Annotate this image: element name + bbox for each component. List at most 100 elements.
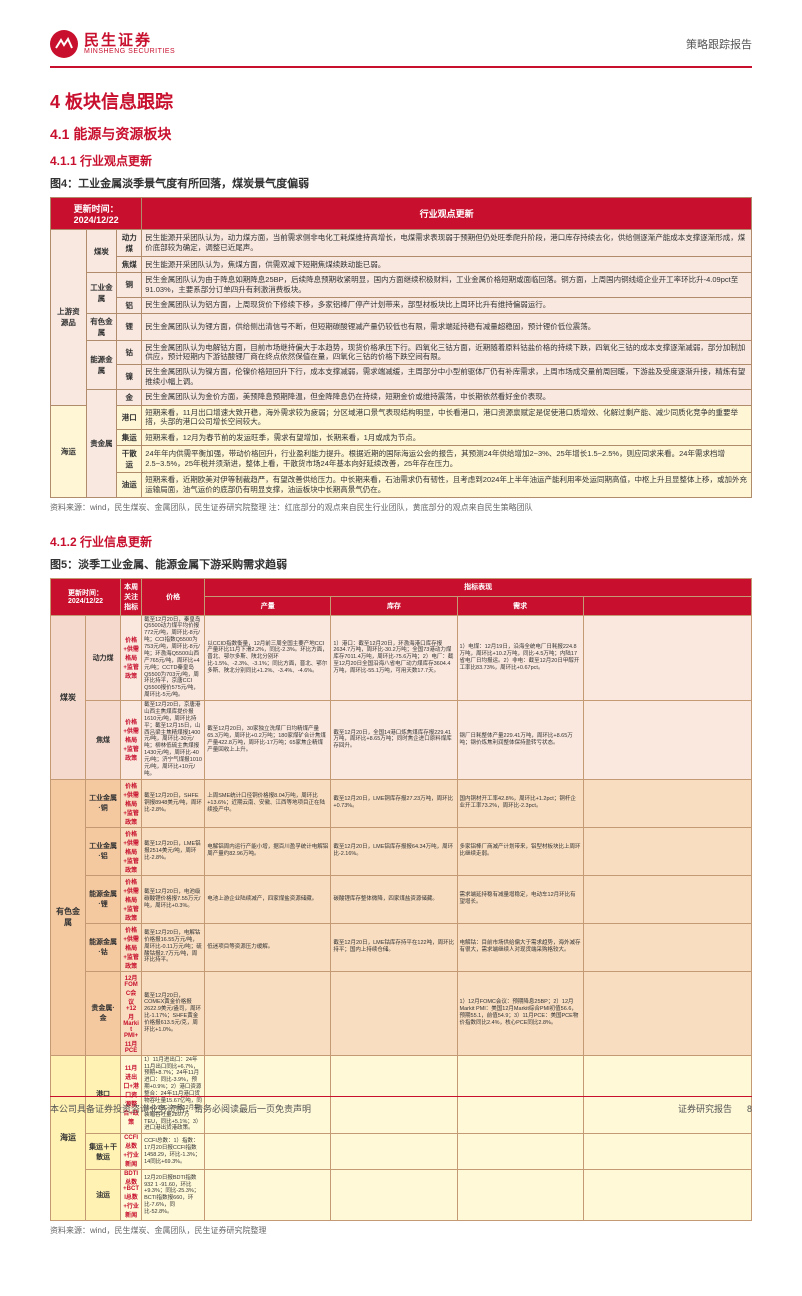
- table4-keyword: 钴: [117, 340, 142, 365]
- table5-cell: [331, 1134, 457, 1170]
- table5-subcategory: 工业金属·铝: [86, 827, 121, 875]
- table5-cell: [457, 1170, 583, 1221]
- table5-row: 集运＋干散运CCFI总数+行业新闻CCFI总数：1）指数：17月20日报CCFI…: [51, 1134, 752, 1170]
- table5-cell: 截至12月20日，秦皇岛Q5500动力煤平均价报772元/吨，周环比-8元/吨；…: [142, 615, 205, 701]
- table5-category: 煤炭: [51, 615, 86, 779]
- logo: 民生证券 MINSHENG SECURITIES: [50, 30, 175, 58]
- table5-cell: 截至12月20日，LME铝报2514美元/吨，周环比-2.8%。: [142, 827, 205, 875]
- table5-cell: 截至12月20日，LME铜库存报27.23万吨，周环比+0.73%。: [331, 779, 457, 827]
- table5-cell: 低迷项目等资源压力缓解。: [205, 923, 331, 971]
- table4-keyword: 铝: [117, 297, 142, 313]
- table4-row: 工业金属铜民生金属团队认为由于降息如期降息25BP，后续降息预期收紧明显，国内方…: [51, 273, 752, 298]
- table5-cell: 电解钴：目前市场供给偏大于需求趋势，海外减存有很大，需求端继续人对现货端采购格较…: [457, 923, 583, 971]
- table4-row: 焦煤民生能源开采团队认为，焦煤方面，供需双减下短期焦煤续跌动能已弱。: [51, 257, 752, 273]
- figure-5-table: 更新时间：2024/12/22本周关注指标价格指标表现产量库存需求煤炭动力煤价格…: [50, 578, 752, 1222]
- table5-cell: [583, 875, 751, 923]
- table4-subcategory: 贵金属: [86, 389, 116, 497]
- table5-category: 海运: [51, 1055, 86, 1221]
- table5-cell: 钢厂日耗整体产量229.41万吨，周环比+8.65万吨；钢价炼焦利润整体保持盈转…: [457, 701, 583, 780]
- table5-cell: 1）港口：截至12月20日，环渤海港口库存报2634.7万吨，周环比-30.2万…: [331, 615, 457, 701]
- table5-cell: 截至12月20日，30家独立洗煤厂日均精煤产量65.3万吨，周环比+0.2万吨；…: [205, 701, 331, 780]
- table4-desc: 短期来看，12月为春节前的发运旺季，需求有望增加，长期来看，1月或成为节点。: [142, 430, 752, 446]
- page-number: 8: [747, 1104, 752, 1114]
- table5-cell: 1）12月FOMC会议：预期降息25BP；2）12月Markit PMI：美国1…: [457, 971, 583, 1055]
- table5-cell: 国内铜材开工率42.8%，周环比+1.2pct；铜杆企业开工率73.2%，周环比…: [457, 779, 583, 827]
- table5-category: 有色金属: [51, 779, 86, 1055]
- table5-subcategory: 能源金属·锂: [86, 875, 121, 923]
- table5-subhdr: 库存: [331, 597, 457, 616]
- footer-disclaimer: 本公司具备证券投资咨询业务资格，请务必阅读最后一页免责声明: [50, 1102, 311, 1115]
- table5-subcategory: 工业金属·铜: [86, 779, 121, 827]
- table5-cell: [331, 1170, 457, 1221]
- table5-cell: 以CCID指数衡量，12月前三周全国主要产地CCI产量环比11月下滑2.2%，同…: [205, 615, 331, 701]
- table4-category: 上游资源品: [51, 230, 87, 406]
- table5-subhdr: 产量: [205, 597, 331, 616]
- table5-cell: [457, 1055, 583, 1134]
- figure-4-table: 更新时间：2024/12/22行业观点更新上游资源品煤炭动力煤民生能源开采团队认…: [50, 197, 752, 498]
- table5-row: 煤炭动力煤价格+供需格局+监管政策截至12月20日，秦皇岛Q5500动力煤平均价…: [51, 615, 752, 701]
- table5-cell: 截至12月20日，LME钴库存持平在122吨，周环比持平；国内上持续仓储。: [331, 923, 457, 971]
- table5-cell: 碳酸锂库存整体微降，四家煤盐资源储藏。: [331, 875, 457, 923]
- table4-row: 贵金属金民生金属团队认为金价方面，美预降息预期降温，但金降降息仍在持续，短期金价…: [51, 389, 752, 405]
- table4-subcategory: 能源金属: [86, 340, 116, 389]
- table5-keyword: 价格+供需格局+监管政策: [121, 779, 142, 827]
- table5-row: 能源金属·锂价格+供需格局+监管政策截至12月20日，电池级碳酸锂价格报7.55…: [51, 875, 752, 923]
- table4-desc: 短期来看，11月出口增速大致开稳，海外需求较为疲弱；分区域港口景气表现结构明显，…: [142, 405, 752, 430]
- table5-cell: 1）电煤：12月19日，沿海全统电厂日耗报224.8万吨，周环比+10.2万吨，…: [457, 615, 583, 701]
- table5-keyword: 11月进出口+港口资源整合+政策: [121, 1055, 142, 1134]
- table5-cell: 12月20日报BDTI指数932 1 -91.60，环比+9.3%；同比-25.…: [142, 1170, 205, 1221]
- table4-row: 能源金属钴民生金属团队认为电解钴方面，目前市场继持偏大于本趋势，现货价格承压下行…: [51, 340, 752, 365]
- table5-keyword: 价格+供需格局+监管政策: [121, 827, 142, 875]
- figure-5-title: 图5：淡季工业金属、能源金属下游采购需求趋弱: [50, 556, 752, 572]
- figure-5-source: 资料来源：wind，民生煤炭、金属团队，民生证券研究院整理: [50, 1225, 752, 1236]
- table4-keyword: 锂: [117, 313, 142, 340]
- table5-keyword: BDTI总数+BCTI总数+行业新闻: [121, 1170, 142, 1221]
- table5-row: 焦煤价格+供需格局+监管政策截至12月20日，京唐港山西主焦煤库提价报1610元…: [51, 701, 752, 780]
- table5-row: 能源金属·钴价格+供需格局+监管政策截至12月20日，电解钴价格报16.55万元…: [51, 923, 752, 971]
- section-4-1-title: 4.1 能源与资源板块: [50, 124, 752, 144]
- table5-keyword: 价格+供需格局+监管政策: [121, 875, 142, 923]
- table4-keyword: 焦煤: [117, 257, 142, 273]
- table5-cell: 截至12月20日，COMEX黄金价格报2622.9美元/盎司，周环比-1.17%…: [142, 971, 205, 1055]
- page-header: 民生证券 MINSHENG SECURITIES 策略跟踪报告: [50, 30, 752, 68]
- table5-cell: 多家铝棒厂商减产计划带来，铝型材板块比上周环比继续走弱。: [457, 827, 583, 875]
- table5-row: 海运港口11月进出口+港口资源整合+政策1）11月进出口：24年11月出口同比+…: [51, 1055, 752, 1134]
- table4-desc: 民生能源开采团队认为，焦煤方面，供需双减下短期焦煤续跌动能已弱。: [142, 257, 752, 273]
- table5-subcategory: 贵金属·金: [86, 971, 121, 1055]
- table4-desc: 民生金属团队认为镍方面，伦镍价格短回升下行，成本支撑减弱，需求端减缓，主周部分中…: [142, 365, 752, 390]
- table4-row: 干散运24年年内供需平衡加强，带动价格回升，行业盈利能力提升。根据近期的国际海运…: [51, 446, 752, 473]
- table5-cell: [583, 1170, 751, 1221]
- table5-subcategory: 动力煤: [86, 615, 121, 701]
- table5-cell: 截至12月20日，电池级碳酸锂价格报7.55万元/吨，周环比+0.3%。: [142, 875, 205, 923]
- table4-keyword: 铜: [117, 273, 142, 298]
- logo-icon: [50, 30, 78, 58]
- table4-desc: 短期来看，近期欧美对伊等制裁趋严，有望改善供给压力。中长期来看，石油需求仍有韧性…: [142, 473, 752, 498]
- table4-subcategory: 工业金属: [86, 273, 116, 314]
- figure-4-title: 图4：工业金属淡季景气度有所回落，煤炭景气度偏弱: [50, 175, 752, 191]
- logo-en: MINSHENG SECURITIES: [84, 48, 175, 55]
- table4-row: 上游资源品煤炭动力煤民生能源开采团队认为，动力煤方面，当前需求侧非电化工耗煤维持…: [51, 230, 752, 257]
- table4-keyword: 集运: [117, 430, 142, 446]
- table5-cell: [583, 1134, 751, 1170]
- table5-hdr-price: 价格: [142, 578, 205, 615]
- section-4-1-2-title: 4.1.2 行业信息更新: [50, 533, 752, 550]
- table5-row: 油运BDTI总数+BCTI总数+行业新闻12月20日报BDTI指数932 1 -…: [51, 1170, 752, 1221]
- table5-update-time: 更新时间：2024/12/22: [51, 578, 121, 615]
- footer-report-label: 证券研究报告: [678, 1104, 732, 1114]
- table5-cell: [583, 779, 751, 827]
- table4-desc: 民生金属团队认为电解钴方面，目前市场继持偏大于本趋势，现货价格承压下行。四氧化三…: [142, 340, 752, 365]
- table4-desc: 民生金属团队认为铝方面，上周现货价下修续下移，多家铝棒厂停产计划带来，部型材板块…: [142, 297, 752, 313]
- section-4-title: 4 板块信息跟踪: [50, 88, 752, 114]
- table5-keyword: 价格+供需格局+监管政策: [121, 923, 142, 971]
- figure-4-source: 资料来源：wind，民生煤炭、金属团队，民生证券研究院整理 注：红底部分的观点来…: [50, 502, 752, 513]
- table5-cell: [583, 615, 751, 701]
- table5-cell: [583, 1055, 751, 1134]
- table5-cell: [331, 971, 457, 1055]
- table5-subcategory: 油运: [86, 1170, 121, 1221]
- table4-row: 油运短期来看，近期欧美对伊等制裁趋严，有望改善供给压力。中长期来看，石油需求仍有…: [51, 473, 752, 498]
- table5-cell: 截至12月20日，SHFE铜报8948美元/吨，周环比-2.8%。: [142, 779, 205, 827]
- report-type: 策略跟踪报告: [686, 36, 752, 52]
- table4-row: 集运短期来看，12月为春节前的发运旺季，需求有望增加，长期来看，1月或成为节点。: [51, 430, 752, 446]
- table4-keyword: 动力煤: [117, 230, 142, 257]
- table5-cell: [583, 971, 751, 1055]
